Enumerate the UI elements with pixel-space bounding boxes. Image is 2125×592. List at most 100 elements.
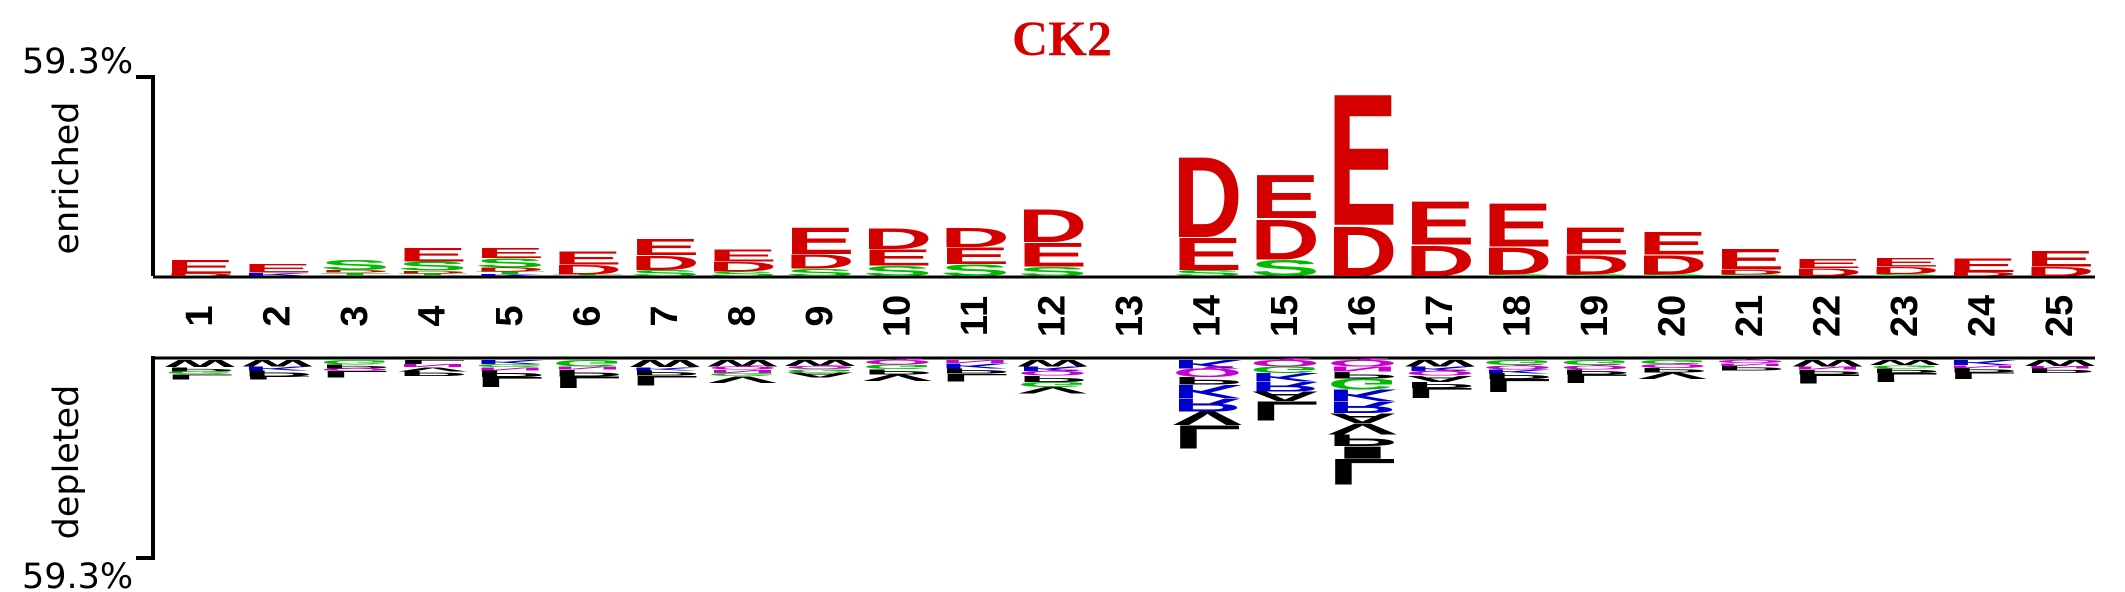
position-label: 15 bbox=[1264, 295, 1306, 337]
depleted-residue: K bbox=[1405, 365, 1475, 372]
residue-letter: L bbox=[475, 374, 545, 390]
depleted-residue: N bbox=[708, 369, 778, 374]
residue-letter: P bbox=[1870, 367, 1940, 374]
residue-letter: N bbox=[1715, 363, 1785, 367]
residue-letter: R bbox=[1328, 398, 1398, 417]
depleted-residue: P bbox=[1715, 365, 1785, 372]
residue-letter: S bbox=[1715, 274, 1785, 277]
depleted-residue: R bbox=[1328, 398, 1398, 417]
residue-letter: K bbox=[1018, 365, 1088, 372]
residue-letter: D bbox=[863, 223, 933, 255]
residue-letter: T bbox=[398, 273, 468, 277]
depleted-residue: W bbox=[785, 358, 855, 367]
depleted-residue: I bbox=[1328, 443, 1398, 463]
residue-letter: L bbox=[320, 369, 390, 379]
residue-letter: Q bbox=[863, 359, 933, 366]
depleted-residue: P bbox=[1018, 374, 1088, 383]
position-label: 20 bbox=[1652, 295, 1694, 337]
depleted-residue: P bbox=[940, 367, 1010, 375]
residue-letter: T bbox=[320, 272, 390, 277]
position-label: 13 bbox=[1109, 295, 1151, 337]
residue-letter: N bbox=[553, 366, 623, 371]
depleted-residue: N bbox=[475, 366, 545, 371]
residue-letter: L bbox=[1173, 418, 1243, 455]
residue-letter: K bbox=[940, 362, 1010, 370]
depleted-residue: K bbox=[1250, 371, 1320, 384]
residue-letter: D bbox=[165, 273, 235, 277]
residue-letter: K bbox=[630, 366, 700, 371]
residue-letter: A bbox=[785, 371, 855, 379]
depleted-residue: G bbox=[553, 358, 623, 368]
residue-letter: D bbox=[1715, 269, 1785, 276]
residue-letter: P bbox=[630, 369, 700, 377]
depleted-residue: Q bbox=[1483, 364, 1553, 370]
residue-letter: E bbox=[1715, 243, 1785, 277]
residue-letter: S bbox=[1483, 274, 1553, 277]
residue-letter: P bbox=[475, 369, 545, 379]
depleted-residue: A bbox=[1250, 389, 1320, 404]
depleted-residue: G bbox=[785, 368, 855, 373]
depleted-residue: L bbox=[630, 373, 700, 388]
residue-letter: D bbox=[1560, 250, 1630, 281]
residue-letter: L bbox=[1948, 371, 2018, 381]
residue-letter: P bbox=[1793, 369, 1863, 376]
position-label: 12 bbox=[1032, 295, 1074, 337]
enriched-axis-label: enriched bbox=[47, 101, 87, 254]
depleted-residue: K bbox=[940, 362, 1010, 370]
depleted-residue: Q bbox=[1328, 358, 1398, 368]
residue-letter: P bbox=[1715, 365, 1785, 372]
position-label: 1 bbox=[179, 305, 221, 326]
residue-letter: P bbox=[940, 367, 1010, 375]
residue-letter: D bbox=[940, 222, 1010, 253]
residue-letter: W bbox=[1405, 358, 1475, 368]
residue-letter: E bbox=[553, 248, 623, 269]
depleted-residue: P bbox=[2025, 367, 2095, 374]
depleted-residue: P bbox=[630, 369, 700, 377]
depleted-residue: L bbox=[165, 373, 235, 381]
depleted-residue: Q bbox=[1560, 364, 1630, 370]
depleted-residue: L bbox=[1793, 372, 1863, 386]
depleted-residue: Q bbox=[1715, 359, 1785, 364]
residue-letter: S bbox=[1250, 256, 1320, 281]
residue-letter: W bbox=[1018, 358, 1088, 368]
residue-letter: S bbox=[320, 257, 390, 273]
residue-letter: D bbox=[320, 269, 390, 273]
depleted-residue: N bbox=[1715, 363, 1785, 367]
residue-letter: T bbox=[553, 274, 623, 277]
residue-letter: P bbox=[1328, 431, 1398, 450]
residue-letter: V bbox=[1018, 385, 1088, 395]
residue-letter: E bbox=[1560, 219, 1630, 262]
residue-letter: D bbox=[1328, 212, 1398, 292]
residue-letter: G bbox=[708, 372, 778, 377]
depleted-stacks: WPGLWKPLGPQLLNVPKGNPLGNPLWKPLWQNGVWQGAQG… bbox=[165, 357, 2095, 492]
residue-letter: P bbox=[553, 368, 623, 378]
residue-letter: W bbox=[243, 358, 313, 368]
depleted-residue: P bbox=[320, 363, 390, 369]
depleted-residue: P bbox=[1328, 431, 1398, 450]
residue-letter: G bbox=[863, 363, 933, 370]
residue-letter: E bbox=[863, 245, 933, 270]
depleted-residue: A bbox=[785, 371, 855, 379]
depleted-residue: G bbox=[1483, 358, 1553, 366]
residue-letter: E bbox=[708, 246, 778, 266]
residue-letter: D bbox=[1405, 237, 1475, 285]
enriched-stacks: DE KE TDSTDSEKTDSETDESDESDESDESEDSEDSEDSED… bbox=[165, 56, 2095, 292]
residue-letter: S bbox=[785, 267, 855, 278]
residue-letter: L bbox=[165, 373, 235, 381]
residue-letter: D bbox=[1483, 239, 1553, 282]
depleted-residue: G bbox=[863, 363, 933, 370]
residue-letter: E bbox=[1638, 225, 1708, 261]
depleted-residue: G bbox=[1018, 380, 1088, 388]
residue-letter: V bbox=[1638, 371, 1708, 381]
residue-letter: L bbox=[940, 372, 1010, 384]
depleted-residue: L bbox=[475, 374, 545, 390]
residue-letter: S bbox=[1173, 269, 1243, 278]
residue-letter: P bbox=[1328, 370, 1398, 380]
residue-letter: E bbox=[1405, 189, 1475, 258]
residue-letter: G bbox=[320, 359, 390, 366]
residue-letter: W bbox=[1793, 358, 1863, 368]
depleted-residue: L bbox=[1870, 370, 1940, 384]
position-label: 4 bbox=[412, 305, 454, 326]
residue-letter: Q bbox=[1328, 358, 1398, 368]
depleted-residue: K bbox=[1018, 365, 1088, 372]
